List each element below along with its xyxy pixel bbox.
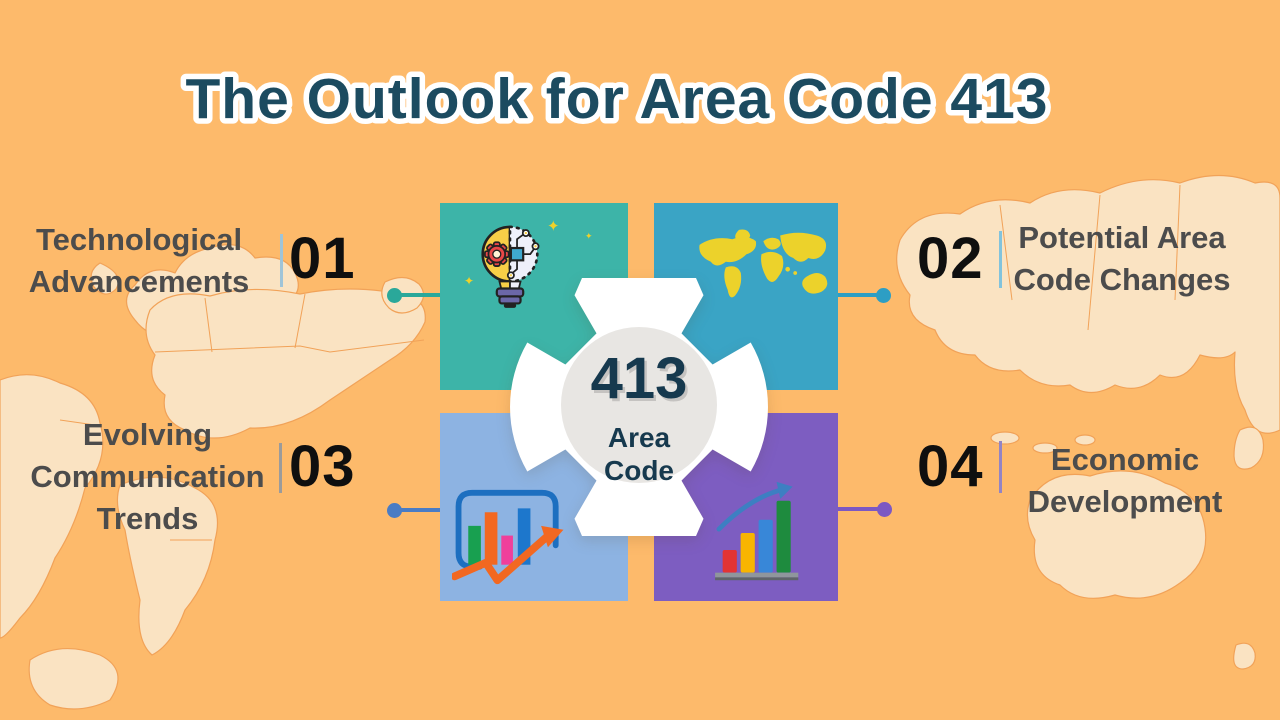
divider-01 [280,234,283,287]
page-title: The Outlook for Area Code 413 [185,67,1048,131]
item-number-03: 03 [289,434,356,499]
connector-dot-03 [387,503,402,518]
item-number-02: 02 [917,226,984,291]
connector-dot-02 [876,288,891,303]
label-line: Advancements [28,264,250,299]
center-circle [561,327,717,483]
area-code-number-shadow: 413 [593,349,690,414]
sparkle-icon: ✦ [585,231,593,241]
world-map-icon [688,228,833,303]
label-economic-development: Economic Development [1005,439,1245,523]
connector-dot-04 [877,502,892,517]
label-line: Potential Area [1018,220,1226,255]
sparkle-icon: ✦ [547,218,560,235]
label-evolving-communication-trends: Evolving Communication Trends [10,414,285,540]
label-potential-area-code-changes: Potential Area Code Changes [1002,217,1242,301]
area-code-label-line2: Code [604,455,674,486]
label-line: Evolving [82,417,213,452]
connector-line-03 [394,508,440,512]
divider-03 [279,443,282,493]
connector-line-02 [838,293,884,297]
divider-02 [999,231,1002,288]
item-number-04: 04 [917,434,984,499]
item-number-01: 01 [289,226,356,291]
area-code-number: 413 [591,346,688,411]
bar-chart-zigzag-icon [452,487,570,589]
divider-04 [999,441,1002,493]
label-technological-advancements: Technological Advancements [8,219,270,303]
label-line: Communication [30,459,265,494]
connector-dot-01 [387,288,402,303]
label-line: Code Changes [1013,262,1231,297]
ai-lightbulb-icon [466,217,554,316]
connector-line-04 [838,507,885,511]
area-code-label-line1: Area [608,422,671,453]
title-banner: The Outlook for Area Code 413 [180,62,1053,137]
label-line: Technological [35,222,243,257]
label-line: Trends [96,501,199,536]
sparkle-icon: ✦ [464,274,475,288]
label-line: Development [1027,484,1223,519]
label-line: Economic [1050,442,1200,477]
growth-bars-arrow-icon [714,480,806,584]
connector-line-01 [394,293,440,297]
center-badge: 413 413 Area Code [510,278,768,536]
